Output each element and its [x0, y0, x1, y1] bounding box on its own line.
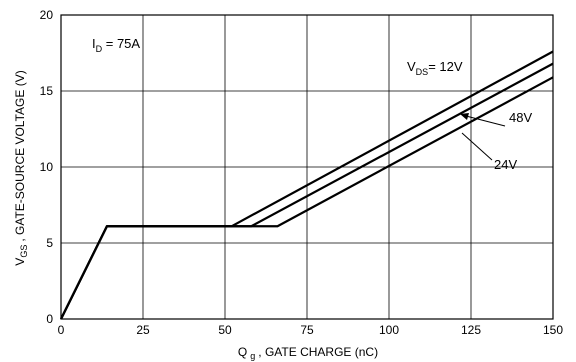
y-axis-label: VGS, GATE-SOURCE VOLTAGE (V): [13, 70, 29, 265]
x-tick-label: 0: [58, 323, 65, 337]
y-tick-label: 0: [46, 312, 53, 326]
x-tick-label: 25: [136, 323, 150, 337]
grid: [61, 15, 553, 319]
x-tick-label: 50: [218, 323, 232, 337]
x-tick-label: 75: [300, 323, 314, 337]
series-label-12v: VDS= 12V: [407, 59, 463, 77]
leader-line-24v: [461, 132, 493, 161]
tick-labels: 0 25 50 75 100 125 150 0 5 10 15 20: [40, 8, 564, 337]
x-tick-label: 150: [543, 323, 563, 337]
y-tick-label: 10: [40, 160, 54, 174]
y-tick-label: 5: [46, 236, 53, 250]
series-label-24v: 24V: [494, 157, 517, 172]
series-line-24v: [60, 76, 554, 320]
series-group: [60, 50, 554, 320]
series-label-48v: 48V: [509, 110, 532, 125]
x-tick-label: 125: [461, 323, 481, 337]
drain-current-annotation: ID = 75A: [92, 36, 140, 54]
leader-arrow-48v: [460, 113, 469, 120]
y-tick-label: 20: [40, 8, 54, 22]
leader-line-48v: [465, 115, 506, 127]
y-tick-label: 15: [40, 84, 54, 98]
plot-frame: [60, 14, 554, 320]
x-tick-label: 100: [379, 323, 399, 337]
